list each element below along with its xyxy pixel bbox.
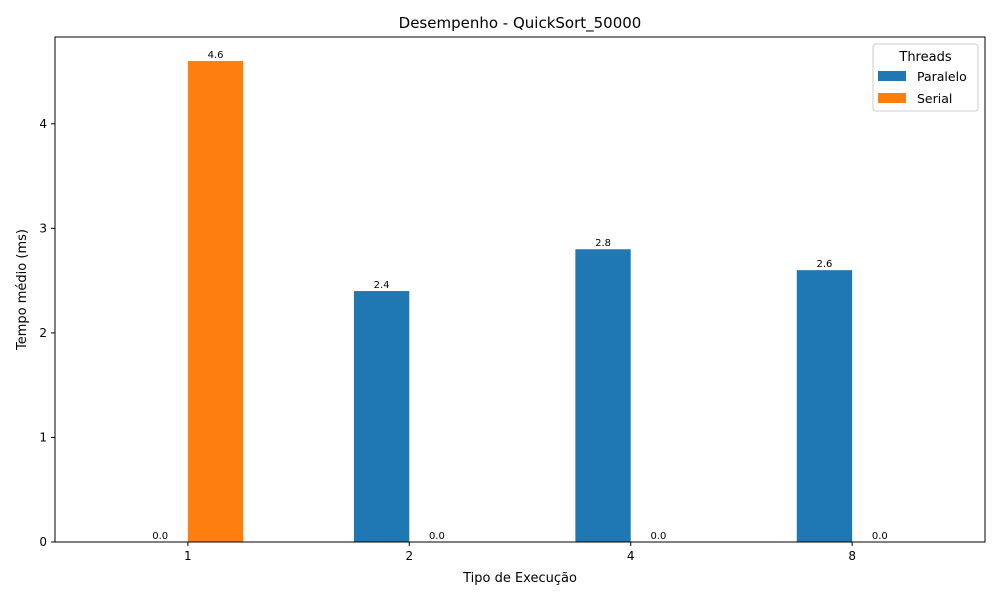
bar-serial-1 <box>187 61 244 543</box>
x-tick-label-4: 4 <box>627 549 635 563</box>
x-tick-label-1: 1 <box>184 549 192 563</box>
legend-swatch-serial <box>878 93 906 103</box>
data-label-paralelo-1: 0.0 <box>152 531 168 542</box>
bar-paralelo-8 <box>796 270 853 542</box>
data-label-paralelo-2: 2.4 <box>374 280 390 291</box>
plot-area: 0.0 2.4 2.8 2.6 4.6 0.0 0.0 0.0 0 1 2 3 4 1 2 4 8 <box>39 36 986 563</box>
y-tick-label-1: 1 <box>39 430 47 444</box>
y-axis-label: Tempo médio (ms) <box>15 229 30 351</box>
data-label-paralelo-8: 2.6 <box>817 259 833 270</box>
y-tick-label-2: 2 <box>39 326 47 340</box>
bar-paralelo-4 <box>575 249 631 542</box>
legend-label-paralelo: Paralelo <box>917 69 967 84</box>
y-tick-label-3: 3 <box>39 221 47 235</box>
data-label-paralelo-4: 2.8 <box>595 238 611 249</box>
data-label-serial-1: 4.6 <box>208 50 224 61</box>
legend-title: Threads <box>898 50 951 65</box>
x-tick-label-8: 8 <box>848 549 856 563</box>
plot-frame <box>54 36 986 543</box>
y-tick-label-0: 0 <box>39 535 47 549</box>
legend-swatch-paralelo <box>878 71 906 81</box>
legend-label-serial: Serial <box>917 91 952 106</box>
x-tick-label-2: 2 <box>405 549 413 563</box>
y-tick-label-4: 4 <box>39 117 47 131</box>
bar-paralelo-2 <box>353 291 410 542</box>
chart-title: Desempenho - QuickSort_50000 <box>399 14 642 33</box>
data-label-serial-8: 0.0 <box>872 531 888 542</box>
data-label-serial-4: 0.0 <box>650 531 666 542</box>
data-label-serial-2: 0.0 <box>429 531 445 542</box>
legend: Threads Paralelo Serial <box>872 43 979 112</box>
x-axis-label: Tipo de Execução <box>462 571 577 586</box>
